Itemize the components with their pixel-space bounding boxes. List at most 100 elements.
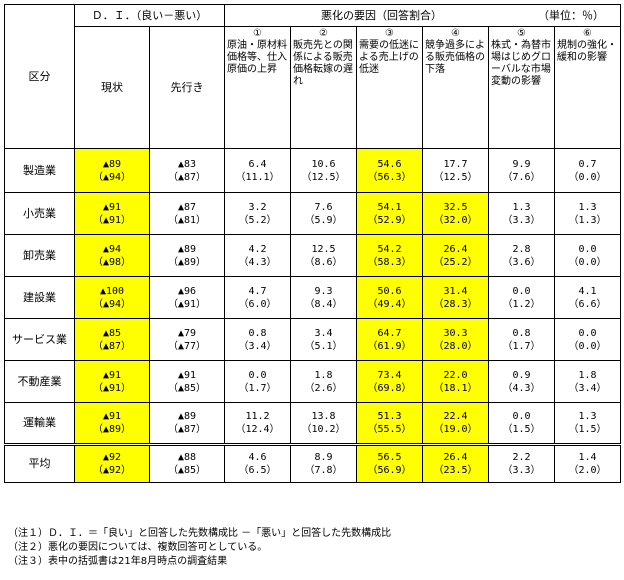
factor-value-cell: 0.0 （0.0） [554,318,621,361]
row-label: 製造業 [4,148,75,193]
previous-value: （▲87） [167,424,207,435]
previous-value: （19.0） [433,424,478,435]
factor-value-cell: 7.6 （5.9） [290,192,357,235]
current-value: 0.0 [578,327,597,339]
current-value: 32.5 [443,201,468,213]
current-value: 26.4 [443,452,468,463]
previous-value: （55.5） [367,424,412,435]
factor-number: ⑤ [517,28,526,39]
factors-title-text: 悪化の要因（回答割合） [321,8,442,22]
current-value: ▲94 [102,243,122,255]
factor-value-cell: 26.4 （23.5） [422,443,489,483]
factor-value-cell: 31.4 （28.3） [422,276,489,319]
previous-value: （1.3） [568,214,607,226]
current-value: ▲89 [177,411,197,422]
previous-value: （5.2） [238,214,277,226]
factor-value-cell: 26.4 （25.2） [422,234,489,277]
factor-value-cell: 64.7 （61.9） [356,318,423,361]
previous-value: （8.6） [304,256,343,268]
factor-value-cell: 0.7 （0.0） [554,148,621,193]
factor-value-cell: 4.2 （4.3） [224,234,291,277]
di-current-cell: ▲94 （▲98） [74,234,150,277]
factor-value-cell: 4.6 （6.5） [224,443,291,483]
current-value: 56.5 [377,452,402,463]
factor-value-cell: 54.2 （58.3） [356,234,423,277]
di-future-cell: ▲79 （▲77） [149,318,225,361]
current-value: 3.2 [248,201,267,213]
factor-value-cell: 12.5 （8.6） [290,234,357,277]
current-value: ▲87 [177,201,197,213]
factors-title: 悪化の要因（回答割合） （単位：％） [224,4,621,27]
current-value: 0.8 [512,327,531,339]
current-value: 1.3 [578,201,597,213]
current-value: 8.9 [314,452,333,463]
previous-value: （▲89） [92,424,132,435]
previous-value: （1.2） [502,298,541,310]
current-value: 1.3 [578,411,597,422]
previous-value: （56.3） [367,171,412,183]
current-value: 6.4 [248,158,267,170]
factor-number: ③ [385,28,394,39]
current-value: 13.8 [311,411,336,422]
di-future-cell: ▲89 （▲89） [149,234,225,277]
factor-value-cell: 22.0 （18.1） [422,360,489,403]
di-future-cell: ▲87 （▲81） [149,192,225,235]
factor-header-1: ① 原油・原材料価格等、仕入原価の上昇 [224,26,291,149]
factor-value-cell: 1.3 （1.3） [554,192,621,235]
current-value: 22.4 [443,411,468,422]
previous-value: （6.0） [238,298,277,310]
factor-value-cell: 54.1 （52.9） [356,192,423,235]
current-value: 22.0 [443,369,468,381]
factor-value-cell: 3.2 （5.2） [224,192,291,235]
previous-value: （▲89） [167,256,207,268]
current-value: 1.8 [314,369,333,381]
current-value: 12.5 [311,243,336,255]
current-value: 0.0 [248,369,267,381]
previous-value: （7.8） [304,465,343,476]
footnote: （注３）表中の括弧書は21年8月時点の調査結果 [8,556,228,567]
previous-value: （2.0） [568,465,607,476]
factor-value-cell: 73.4 （69.8） [356,360,423,403]
current-value: 1.8 [578,369,597,381]
previous-value: （▲98） [92,256,132,268]
previous-value: （28.0） [433,340,478,352]
di-current-cell: ▲91 （▲91） [74,192,150,235]
previous-value: （61.9） [367,340,412,352]
current-value: 54.6 [377,158,402,170]
previous-value: （0.0） [568,256,607,268]
previous-value: （12.5） [301,171,346,183]
previous-value: （▲77） [167,340,207,352]
footnote: （注２）悪化の要因については、複数回答可としている。 [8,542,268,553]
current-value: ▲85 [102,327,122,339]
current-value: 54.1 [377,201,402,213]
current-value: 11.2 [245,411,270,422]
factor-value-cell: 2.2 （3.3） [488,443,555,483]
current-value: 4.1 [578,285,597,297]
table-row: 不動産業 ▲91 （▲91） ▲91 （▲85） 0.0 （1.7） 1.8 （2.6） 73.4… [4,360,621,403]
di-future-header: 先行き [149,26,225,149]
factor-header-3: ③ 需要の低迷による売上げの低迷 [356,26,423,149]
current-value: ▲96 [177,285,197,297]
di-current-cell: ▲91 （▲91） [74,360,150,403]
current-value: 54.2 [377,243,402,255]
current-value: 2.8 [512,243,531,255]
previous-value: （18.1） [433,382,478,394]
previous-value: （1.7） [502,340,541,352]
previous-value: （8.4） [304,298,343,310]
factor-value-cell: 1.3 （1.5） [554,402,621,445]
current-value: 0.0 [578,243,597,255]
current-value: 0.8 [248,327,267,339]
factor-header-5: ⑤ 株式・為替市場はじめグローバルな市場変動の影響 [488,26,555,149]
row-label: 卸売業 [4,234,75,277]
factor-value-cell: 9.9 （7.6） [488,148,555,193]
factor-number: ① [253,28,262,39]
previous-value: （7.6） [502,171,541,183]
factor-number: ② [319,28,328,39]
previous-value: （58.3） [367,256,412,268]
previous-value: （28.3） [433,298,478,310]
previous-value: （5.1） [304,340,343,352]
previous-value: （1.7） [238,382,277,394]
footnote: （注１）Ｄ．Ｉ．＝「良い」と回答した先数構成比 －「悪い」と回答した先数構成比 [8,528,392,539]
row-label: 建設業 [4,276,75,319]
notes: （注１）Ｄ．Ｉ．＝「良い」と回答した先数構成比 －「悪い」と回答した先数構成比 （… [8,527,391,569]
